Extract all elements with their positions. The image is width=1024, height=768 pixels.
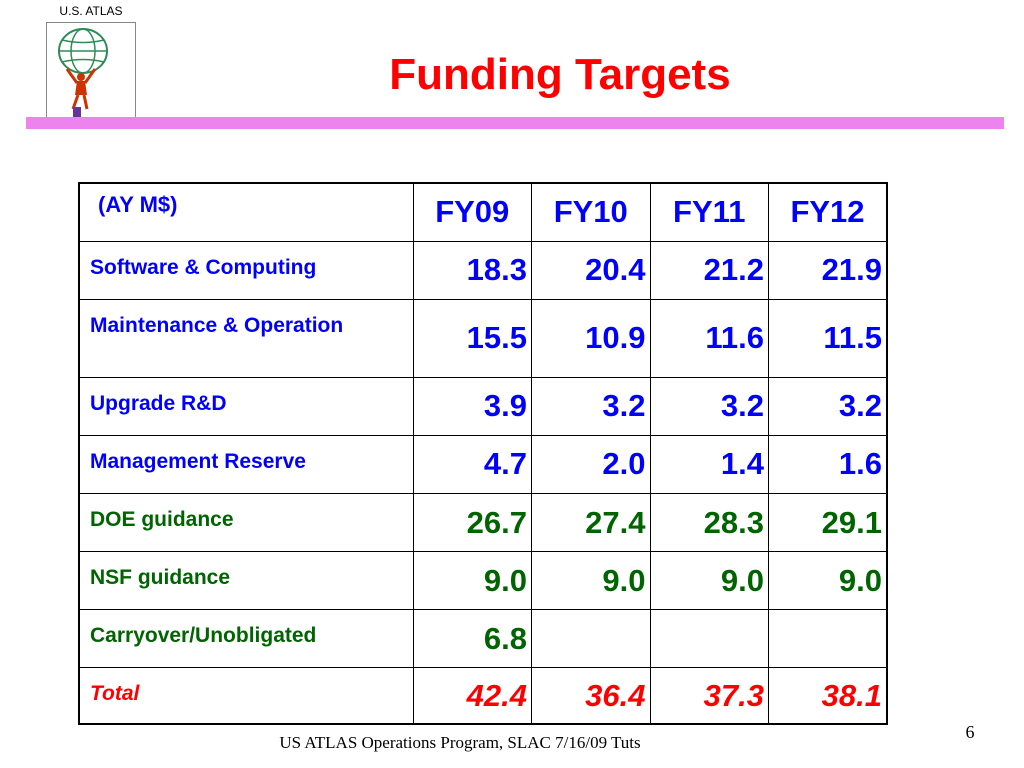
value-cell: 26.7 xyxy=(412,493,532,553)
value-cell: 2.0 xyxy=(531,434,651,495)
table-row-upgrade-rd: Upgrade R&D 3.9 3.2 3.2 3.2 xyxy=(78,376,888,436)
table-row-doe-guidance: DOE guidance 26.7 27.4 28.3 29.1 xyxy=(78,493,888,553)
row-label: NSF guidance xyxy=(78,551,414,611)
value-cell: 20.4 xyxy=(531,240,651,300)
row-label: Maintenance & Operation xyxy=(78,298,414,378)
value-cell xyxy=(531,609,651,669)
year-header: FY11 xyxy=(649,182,769,242)
value-cell: 28.3 xyxy=(649,493,769,553)
value-cell: 11.5 xyxy=(768,298,888,378)
title-divider xyxy=(26,117,1004,129)
value-cell: 3.2 xyxy=(768,376,888,436)
value-cell xyxy=(768,609,888,669)
value-cell: 1.4 xyxy=(649,434,769,495)
table-row-carryover: Carryover/Unobligated 6.8 xyxy=(78,609,888,669)
year-header: FY10 xyxy=(531,182,651,242)
funding-table: (AY M$) FY09 FY10 FY11 FY12 Software & C… xyxy=(78,182,888,725)
table-header-row: (AY M$) FY09 FY10 FY11 FY12 xyxy=(78,182,888,242)
value-cell: 38.1 xyxy=(768,667,888,725)
row-label: Management Reserve xyxy=(78,434,414,495)
value-cell: 27.4 xyxy=(531,493,651,553)
value-cell: 9.0 xyxy=(531,551,651,611)
slide-title: Funding Targets xyxy=(389,50,731,99)
value-cell: 3.9 xyxy=(412,376,532,436)
value-cell: 6.8 xyxy=(412,609,532,669)
table-row-software-computing: Software & Computing 18.3 20.4 21.2 21.9 xyxy=(78,240,888,300)
value-cell: 1.6 xyxy=(768,434,888,495)
slide-footer: US ATLAS Operations Program, SLAC 7/16/0… xyxy=(279,733,641,752)
value-cell: 3.2 xyxy=(649,376,769,436)
row-label: DOE guidance xyxy=(78,493,414,553)
us-atlas-logo: U.S. ATLAS xyxy=(46,4,136,118)
value-cell: 9.0 xyxy=(649,551,769,611)
table-row-nsf-guidance: NSF guidance 9.0 9.0 9.0 9.0 xyxy=(78,551,888,611)
page-number: 6 xyxy=(965,722,975,742)
row-label: Software & Computing xyxy=(78,240,414,300)
table-row-total: Total 42.4 36.4 37.3 38.1 xyxy=(78,667,888,725)
table-row-maintenance-operation: Maintenance & Operation 15.5 10.9 11.6 1… xyxy=(78,298,888,378)
value-cell xyxy=(649,609,769,669)
row-label: Total xyxy=(78,667,414,725)
value-cell: 10.9 xyxy=(531,298,651,378)
value-cell: 4.7 xyxy=(412,434,532,495)
value-cell: 42.4 xyxy=(412,667,532,725)
atlas-figure-globe-icon xyxy=(46,22,136,118)
table-row-management-reserve: Management Reserve 4.7 2.0 1.4 1.6 xyxy=(78,434,888,495)
year-header: FY12 xyxy=(768,182,888,242)
value-cell: 36.4 xyxy=(531,667,651,725)
value-cell: 21.9 xyxy=(768,240,888,300)
value-cell: 11.6 xyxy=(649,298,769,378)
value-cell: 18.3 xyxy=(412,240,532,300)
value-cell: 3.2 xyxy=(531,376,651,436)
value-cell: 9.0 xyxy=(412,551,532,611)
value-cell: 37.3 xyxy=(649,667,769,725)
units-label: (AY M$) xyxy=(78,182,414,242)
value-cell: 29.1 xyxy=(768,493,888,553)
row-label: Upgrade R&D xyxy=(78,376,414,436)
year-header: FY09 xyxy=(412,182,532,242)
row-label: Carryover/Unobligated xyxy=(78,609,414,669)
value-cell: 15.5 xyxy=(412,298,532,378)
value-cell: 9.0 xyxy=(768,551,888,611)
logo-label: U.S. ATLAS xyxy=(59,4,123,18)
value-cell: 21.2 xyxy=(649,240,769,300)
